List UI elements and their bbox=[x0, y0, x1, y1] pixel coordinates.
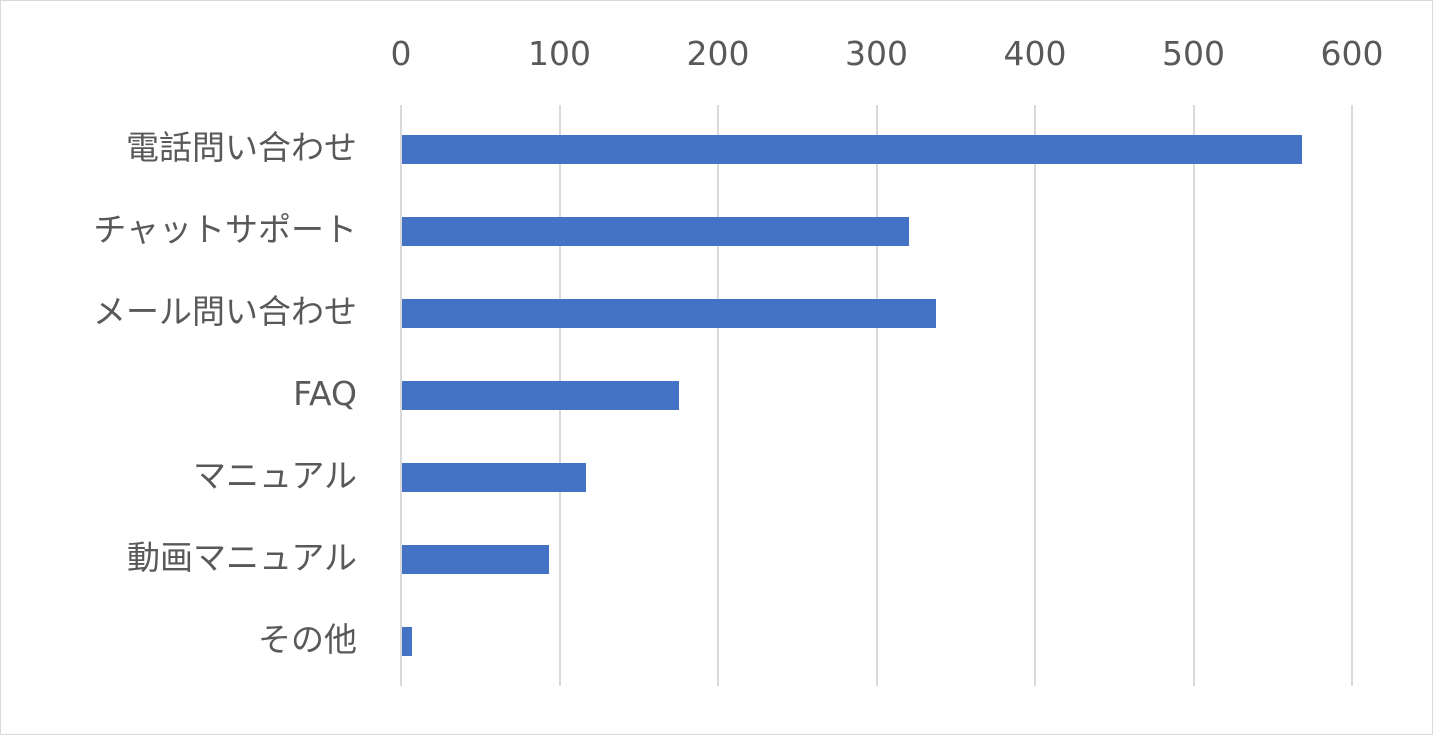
category-label: FAQ bbox=[293, 374, 357, 413]
category-label: 電話問い合わせ bbox=[126, 128, 357, 167]
x-tick-label: 200 bbox=[686, 34, 750, 73]
bar bbox=[402, 381, 680, 410]
bar bbox=[402, 627, 412, 656]
x-tick-label: 500 bbox=[1162, 34, 1225, 73]
bar bbox=[402, 463, 586, 492]
category-label: チャットサポート bbox=[93, 210, 357, 249]
gridline bbox=[1034, 105, 1036, 686]
bar bbox=[402, 217, 910, 246]
category-label: 動画マニュアル bbox=[126, 538, 357, 577]
category-label: メール問い合わせ bbox=[93, 292, 357, 331]
gridline bbox=[717, 105, 719, 686]
gridline bbox=[1351, 105, 1353, 686]
bar bbox=[402, 299, 937, 328]
x-tick-label: 300 bbox=[845, 34, 908, 73]
x-tick-label: 600 bbox=[1320, 34, 1384, 73]
category-label: その他 bbox=[258, 620, 357, 659]
x-tick-label: 400 bbox=[1003, 34, 1067, 73]
gridline bbox=[875, 105, 878, 686]
gridline bbox=[1192, 105, 1195, 686]
category-label: マニュアル bbox=[192, 456, 357, 495]
x-tick-label: 0 bbox=[390, 34, 412, 73]
bar bbox=[402, 135, 1303, 164]
bar bbox=[402, 545, 550, 574]
gridline bbox=[400, 105, 402, 686]
x-tick-label: 100 bbox=[528, 34, 591, 73]
